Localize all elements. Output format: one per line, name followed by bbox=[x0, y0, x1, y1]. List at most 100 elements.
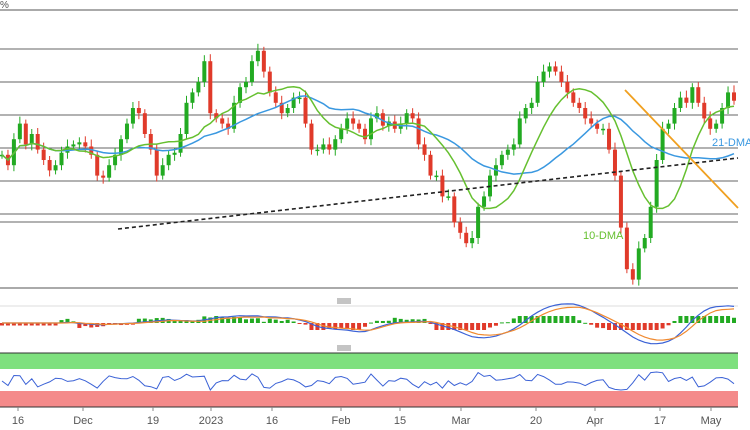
x-tick-label-5: Feb bbox=[332, 415, 351, 427]
macd-bar-9 bbox=[53, 323, 58, 326]
candle-body-101 bbox=[601, 128, 606, 131]
candle-body-55 bbox=[327, 144, 332, 150]
candle-body-39 bbox=[232, 102, 237, 129]
x-tick-label-0: 16 bbox=[12, 415, 24, 427]
macd-bar-82 bbox=[488, 323, 492, 328]
panel-splitter-2[interactable] bbox=[336, 345, 352, 351]
corner-label: % bbox=[0, 0, 9, 11]
candle-body-24 bbox=[142, 113, 147, 134]
macd-bar-65 bbox=[386, 320, 391, 323]
macd-bar-121 bbox=[720, 316, 725, 323]
support-trendline bbox=[117, 157, 739, 230]
candle-body-10 bbox=[59, 152, 64, 166]
macd-bar-10 bbox=[59, 320, 64, 323]
macd-bar-38 bbox=[226, 318, 231, 323]
candle-body-5 bbox=[29, 134, 34, 145]
candle-body-121 bbox=[720, 108, 725, 124]
candle-body-85 bbox=[505, 149, 510, 155]
macd-bar-30 bbox=[178, 320, 183, 323]
candle-body-111 bbox=[660, 128, 665, 160]
macd-bar-54 bbox=[321, 323, 326, 330]
candle-body-77 bbox=[458, 222, 463, 233]
candle-body-76 bbox=[452, 196, 457, 223]
candle-body-108 bbox=[642, 238, 647, 249]
macd-bar-24 bbox=[142, 318, 147, 323]
macd-bar-72 bbox=[428, 323, 433, 324]
candle-body-50 bbox=[297, 97, 302, 100]
candle-body-43 bbox=[255, 50, 260, 62]
macd-bar-45 bbox=[267, 318, 272, 323]
candle-body-75 bbox=[446, 196, 451, 198]
rsi-overbought-band bbox=[0, 353, 738, 369]
panel-splitter-1[interactable] bbox=[336, 298, 352, 304]
macd-bar-118 bbox=[702, 316, 707, 323]
candle-body-14 bbox=[83, 142, 88, 147]
macd-bar-104 bbox=[618, 323, 623, 330]
candle-body-34 bbox=[202, 61, 207, 82]
candle-body-16 bbox=[95, 154, 100, 176]
macd-bar-93 bbox=[553, 316, 558, 323]
candle-body-25 bbox=[148, 134, 153, 150]
macd-bar-120 bbox=[714, 316, 719, 323]
candle-body-70 bbox=[416, 118, 421, 145]
candle-body-26 bbox=[154, 149, 159, 176]
macd-bar-48 bbox=[285, 319, 290, 323]
candle-body-113 bbox=[672, 108, 677, 124]
macd-bar-97 bbox=[577, 320, 582, 323]
macd-bar-86 bbox=[511, 318, 516, 323]
macd-bar-114 bbox=[678, 316, 683, 323]
x-tick-label-6: 15 bbox=[394, 415, 406, 427]
macd-bar-84 bbox=[499, 322, 504, 324]
macd-bar-14 bbox=[83, 323, 88, 327]
macd-bar-85 bbox=[505, 322, 510, 324]
candle-body-114 bbox=[678, 97, 683, 108]
candle-body-33 bbox=[196, 82, 201, 93]
macd-bar-100 bbox=[595, 323, 600, 328]
macd-bar-78 bbox=[464, 323, 469, 330]
candle-body-29 bbox=[172, 152, 177, 155]
candle-body-110 bbox=[654, 160, 659, 207]
macd-panel bbox=[0, 303, 738, 345]
macd-bar-37 bbox=[220, 317, 225, 323]
macd-bar-77 bbox=[458, 323, 463, 330]
macd-bar-42 bbox=[249, 318, 254, 323]
candle-body-49 bbox=[291, 97, 296, 108]
rsi-line bbox=[1, 371, 735, 391]
candle-body-94 bbox=[559, 71, 564, 82]
macd-bar-67 bbox=[398, 318, 403, 323]
candle-body-15 bbox=[89, 146, 94, 155]
dma21-label: 21-DMA bbox=[712, 137, 750, 149]
macd-bar-63 bbox=[374, 320, 379, 323]
macd-bar-98 bbox=[583, 322, 588, 324]
candle-body-47 bbox=[279, 102, 284, 114]
macd-bar-74 bbox=[440, 323, 445, 330]
candle-body-105 bbox=[624, 227, 629, 270]
candle-body-119 bbox=[708, 118, 713, 129]
candle-body-71 bbox=[422, 144, 427, 155]
candle-body-116 bbox=[690, 87, 695, 103]
macd-bar-1 bbox=[5, 323, 10, 326]
candle-body-84 bbox=[499, 154, 504, 166]
macd-bar-11 bbox=[65, 318, 70, 323]
macd-bar-32 bbox=[190, 320, 195, 323]
x-tick-label-1: Dec bbox=[73, 415, 93, 427]
x-tick-label-7: Mar bbox=[452, 415, 471, 427]
candle-body-51 bbox=[303, 97, 308, 124]
candle-body-63 bbox=[374, 113, 379, 119]
candle-body-103 bbox=[612, 149, 617, 176]
dma10-label: 10-DMA bbox=[583, 230, 624, 242]
macd-bar-122 bbox=[726, 316, 731, 323]
macd-bar-56 bbox=[333, 323, 338, 330]
macd-bar-99 bbox=[589, 323, 594, 325]
macd-bar-55 bbox=[327, 323, 332, 329]
macd-bar-5 bbox=[29, 323, 34, 326]
macd-bar-87 bbox=[517, 316, 522, 323]
candle-body-74 bbox=[440, 175, 445, 197]
macd-bar-69 bbox=[410, 319, 415, 323]
macd-bar-40 bbox=[238, 317, 243, 323]
macd-bar-109 bbox=[648, 323, 653, 330]
candle-body-31 bbox=[184, 102, 189, 134]
macd-bar-47 bbox=[279, 320, 284, 323]
candle-body-22 bbox=[130, 108, 135, 124]
macd-bar-112 bbox=[666, 323, 671, 326]
